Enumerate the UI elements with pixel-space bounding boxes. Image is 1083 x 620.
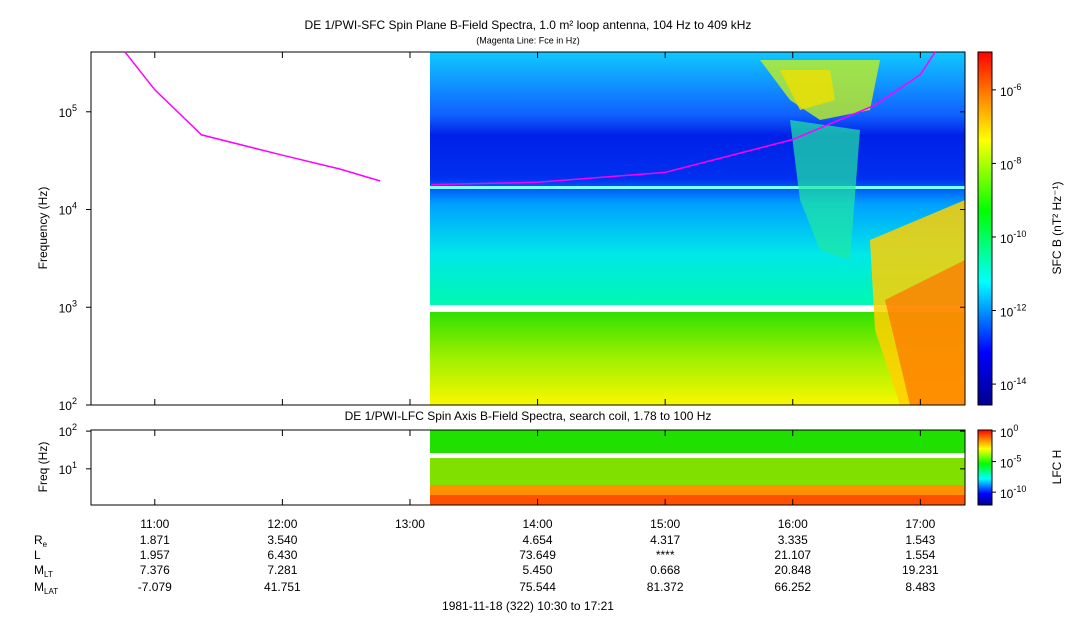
ephemeris-value: 20.848 bbox=[774, 563, 811, 577]
colorbar-tick-label: 10-10 bbox=[1000, 485, 1026, 502]
ephemeris-value: 7.281 bbox=[267, 563, 297, 577]
ephemeris-value: 19.231 bbox=[902, 563, 939, 577]
title: DE 1/PWI-LFC Spin Axis B-Field Spectra, … bbox=[345, 409, 712, 423]
ephemeris-label: MLT bbox=[34, 563, 53, 579]
ephemeris-label-sub: e bbox=[43, 540, 48, 549]
colorbar-tick-label: 10-5 bbox=[1000, 454, 1021, 471]
plot-frame bbox=[90, 51, 966, 406]
colorbar-tick-label-exp: 0 bbox=[1013, 423, 1018, 433]
colorbar-tick-label-exp: -10 bbox=[1013, 229, 1026, 239]
ephemeris-value: 81.372 bbox=[647, 580, 684, 594]
ephemeris-label-sub: LT bbox=[44, 570, 53, 579]
colorbar-tick-label-base: 10 bbox=[1000, 426, 1014, 440]
ephemeris-value: 41.751 bbox=[264, 580, 301, 594]
y-tick-label-base: 10 bbox=[59, 399, 73, 413]
ephemeris-value: 6.430 bbox=[267, 548, 297, 562]
ephemeris-label-sub: LAT bbox=[44, 587, 58, 596]
colorbar-tick-label-base: 10 bbox=[1000, 487, 1014, 501]
ephemeris-label: L bbox=[34, 548, 41, 562]
ephemeris-value: -7.079 bbox=[138, 580, 172, 594]
y-tick-label-exp: 3 bbox=[72, 299, 77, 309]
subtitle: (Magenta Line: Fce in Hz) bbox=[476, 35, 580, 45]
ephemeris-value: 1.957 bbox=[140, 548, 170, 562]
x-tick-label: 16:00 bbox=[778, 517, 808, 531]
y-tick-label: 104 bbox=[59, 201, 77, 218]
ephemeris-value: 3.335 bbox=[778, 533, 808, 547]
x-tick-label: 17:00 bbox=[905, 517, 935, 531]
colorbar-tick-label: 10-8 bbox=[1000, 156, 1021, 173]
y-tick-label-exp: 2 bbox=[72, 422, 77, 432]
y-tick-label-exp: 5 bbox=[72, 103, 77, 113]
colorbar-tick-label-base: 10 bbox=[1000, 85, 1014, 99]
ephemeris-value: 4.654 bbox=[523, 533, 553, 547]
y-tick-label-exp: 2 bbox=[72, 396, 77, 406]
ephemeris-label-main: M bbox=[34, 563, 44, 577]
footer: 1981-11-18 (322) 10:30 to 17:21 bbox=[442, 599, 614, 613]
ephemeris-label: Re bbox=[34, 533, 48, 549]
colorbar-tick-label-exp: -14 bbox=[1013, 376, 1026, 386]
y-tick-label-base: 10 bbox=[59, 106, 73, 120]
colorbar-tick-label-base: 10 bbox=[1000, 379, 1014, 393]
colorbar-tick-label-exp: -5 bbox=[1013, 454, 1021, 464]
ephemeris-value: 1.871 bbox=[140, 533, 170, 547]
colorbar-tick-label-exp: -10 bbox=[1013, 485, 1026, 495]
x-tick-label: 13:00 bbox=[395, 517, 425, 531]
y-tick-label: 101 bbox=[59, 460, 77, 477]
ephemeris-value: 3.540 bbox=[267, 533, 297, 547]
colorbar bbox=[977, 51, 993, 406]
colorbar-tick-label-base: 10 bbox=[1000, 457, 1014, 471]
y-tick-label-base: 10 bbox=[59, 463, 73, 477]
y-tick-label: 105 bbox=[59, 103, 77, 120]
ephemeris-value: 7.376 bbox=[140, 563, 170, 577]
ephemeris-value: 4.317 bbox=[650, 533, 680, 547]
x-tick-label: 12:00 bbox=[267, 517, 297, 531]
ephemeris-label: MLAT bbox=[34, 580, 58, 596]
colorbar-tick-label-base: 10 bbox=[1000, 159, 1014, 173]
ephemeris-label-main: R bbox=[34, 533, 43, 547]
colorbar-tick-label-exp: -6 bbox=[1013, 82, 1021, 92]
colorbar-tick-label: 10-6 bbox=[1000, 82, 1021, 99]
y-tick-label-base: 10 bbox=[59, 204, 73, 218]
ephemeris-value: 66.252 bbox=[774, 580, 811, 594]
colorbar-tick-label: 10-12 bbox=[1000, 303, 1026, 320]
colorbar-tick-label-exp: -8 bbox=[1013, 156, 1021, 166]
ephemeris-value: 73.649 bbox=[519, 548, 556, 562]
x-tick-label: 14:00 bbox=[523, 517, 553, 531]
ephemeris-value: **** bbox=[656, 548, 675, 562]
colorbar-tick-label: 10-14 bbox=[1000, 376, 1026, 393]
ephemeris-value: 1.543 bbox=[905, 533, 935, 547]
fce-line bbox=[124, 51, 936, 186]
ephemeris-value: 5.450 bbox=[523, 563, 553, 577]
y-tick-label: 102 bbox=[59, 396, 77, 413]
x-tick-label: 11:00 bbox=[140, 517, 169, 531]
y-tick-label-base: 10 bbox=[59, 301, 73, 315]
y-tick-label-exp: 4 bbox=[72, 201, 77, 211]
y-axis-label: Freq (Hz) bbox=[36, 442, 50, 493]
x-tick-label: 15:00 bbox=[650, 517, 680, 531]
y-axis-label: Frequency (Hz) bbox=[36, 187, 50, 270]
y-tick-label: 103 bbox=[59, 299, 77, 316]
ephemeris-value: 1.554 bbox=[905, 548, 935, 562]
spectrogram-image bbox=[430, 52, 965, 505]
ephemeris-value: 75.544 bbox=[519, 580, 556, 594]
ephemeris-value: 8.483 bbox=[905, 580, 935, 594]
y-tick-label-base: 10 bbox=[59, 425, 73, 439]
title: DE 1/PWI-SFC Spin Plane B-Field Spectra,… bbox=[305, 18, 752, 32]
colorbar-tick-label: 10-10 bbox=[1000, 229, 1026, 246]
ephemeris-value: 0.668 bbox=[650, 563, 680, 577]
ephemeris-label-main: L bbox=[34, 548, 41, 562]
colorbar-label: LFC H bbox=[1050, 450, 1064, 485]
colorbar-tick-label-base: 10 bbox=[1000, 306, 1014, 320]
ephemeris-value: 21.107 bbox=[774, 548, 811, 562]
colorbar-tick-label-exp: -12 bbox=[1013, 303, 1026, 313]
colorbar-tick-label-base: 10 bbox=[1000, 232, 1014, 246]
y-tick-label: 102 bbox=[59, 422, 77, 439]
colorbar-tick-label: 100 bbox=[1000, 423, 1018, 440]
colorbar-label: SFC B (nT² Hz⁻¹) bbox=[1050, 182, 1064, 275]
y-tick-label-exp: 1 bbox=[72, 460, 77, 470]
plot-frame bbox=[90, 429, 966, 506]
ephemeris-label-main: M bbox=[34, 580, 44, 594]
colorbar bbox=[977, 429, 993, 506]
